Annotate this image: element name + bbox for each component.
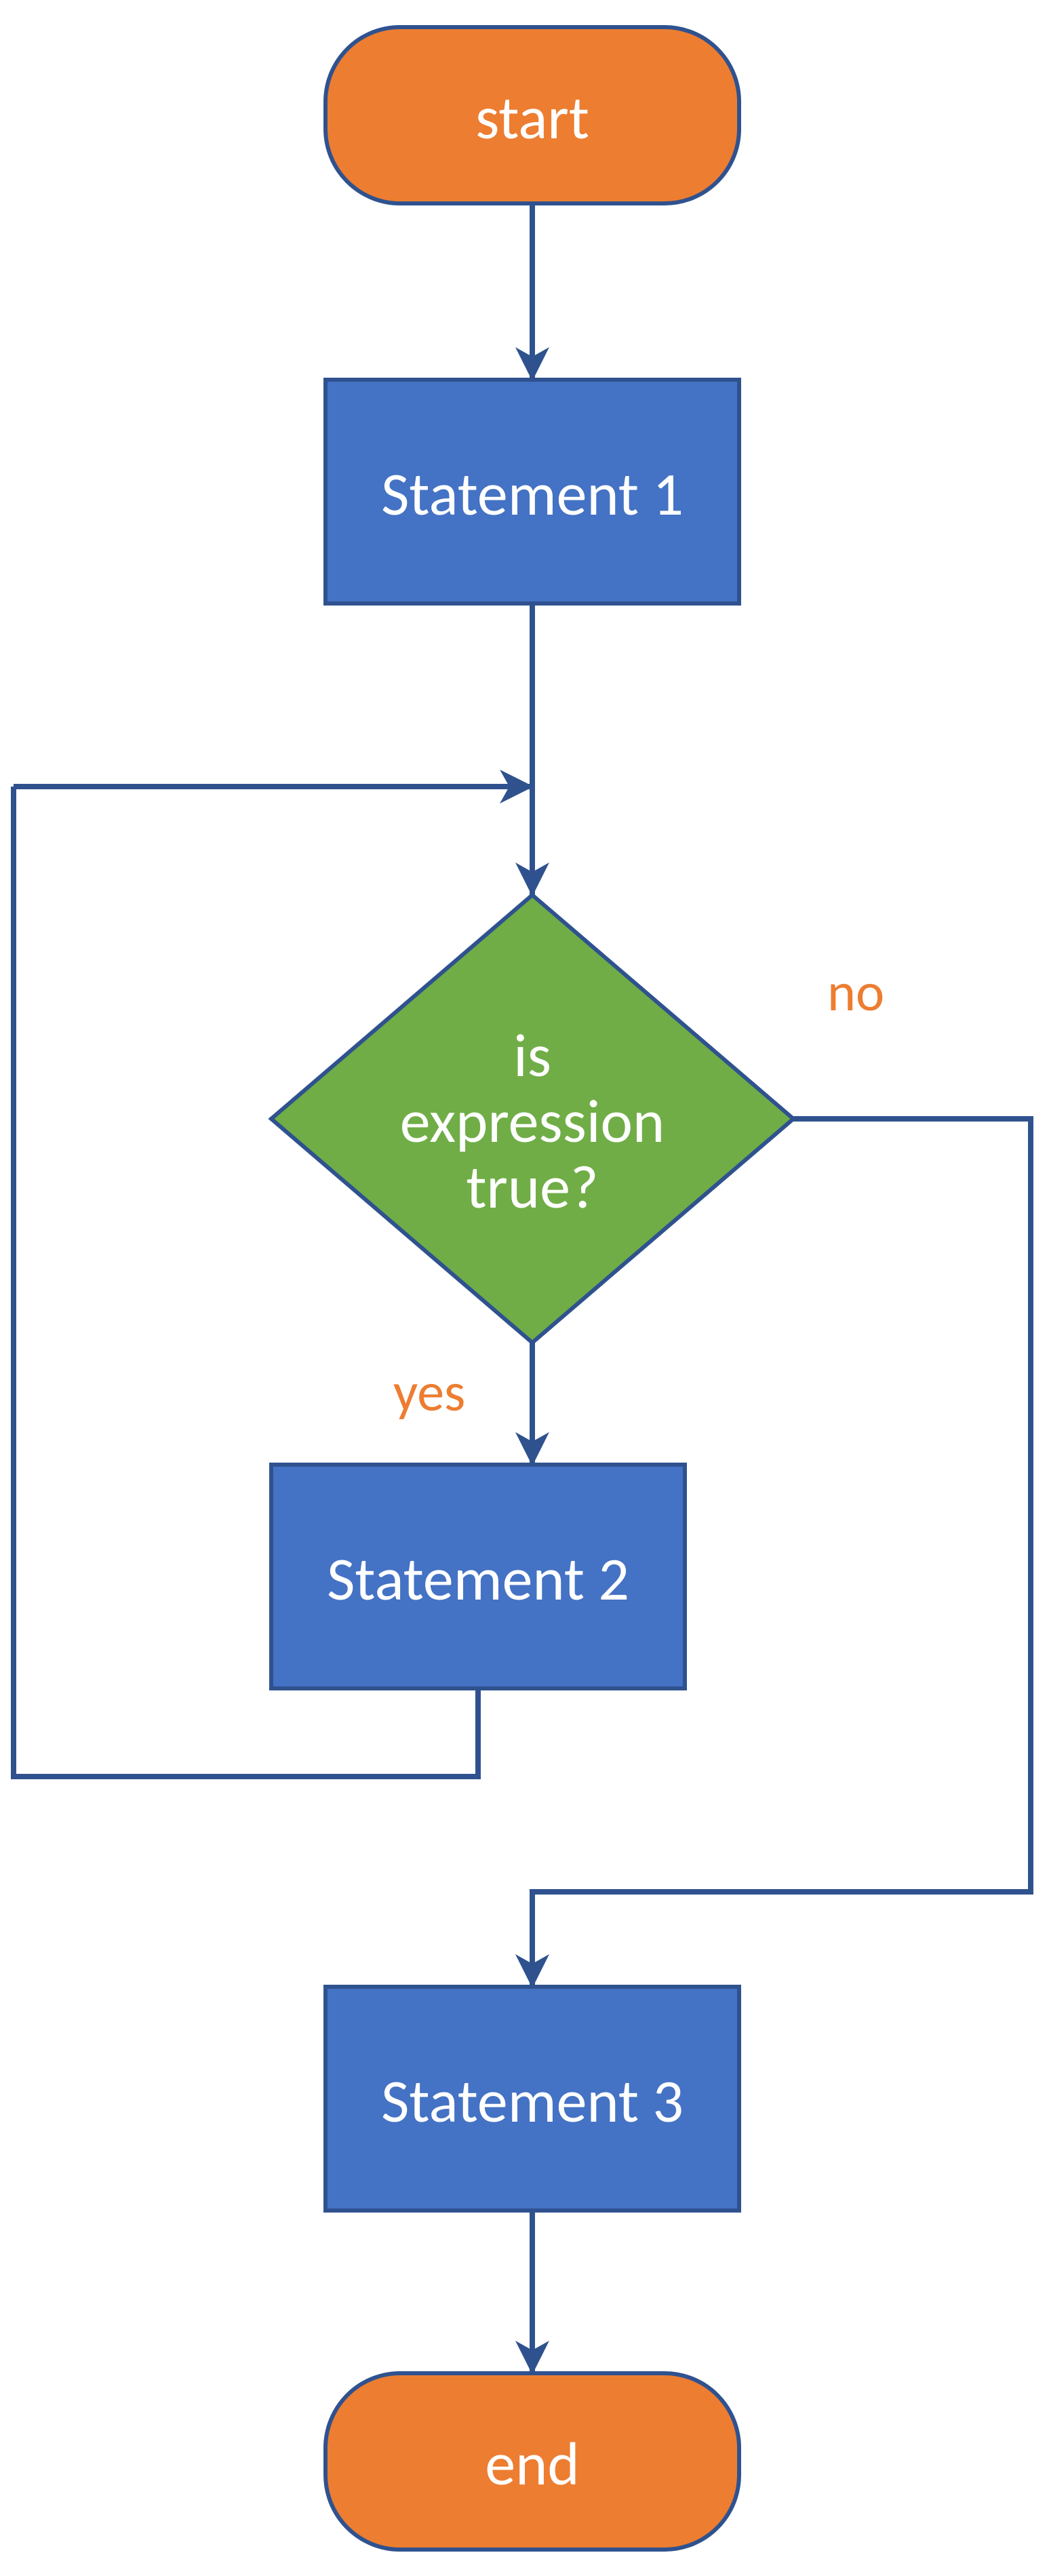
node-dec: isexpressiontrue? [271,895,793,1343]
node-stmt3: Statement 3 [325,1987,739,2211]
flowchart-canvas: start Statement 1 isexpressiontrue? Stateme… [0,0,1049,2576]
node-label-start: start [475,81,589,155]
node-label-stmt2: Statement 2 [327,1542,629,1617]
node-end: end [325,2373,739,2550]
branch-label-no: no [827,959,884,1025]
node-label-stmt1: Statement 1 [381,457,684,532]
node-label-stmt3: Statement 3 [381,2064,684,2139]
node-stmt1: Statement 1 [325,380,739,603]
node-start: start [325,27,739,203]
node-label-end: end [485,2427,579,2501]
branch-label-yes: yes [393,1360,465,1425]
node-stmt2: Statement 2 [271,1465,685,1688]
